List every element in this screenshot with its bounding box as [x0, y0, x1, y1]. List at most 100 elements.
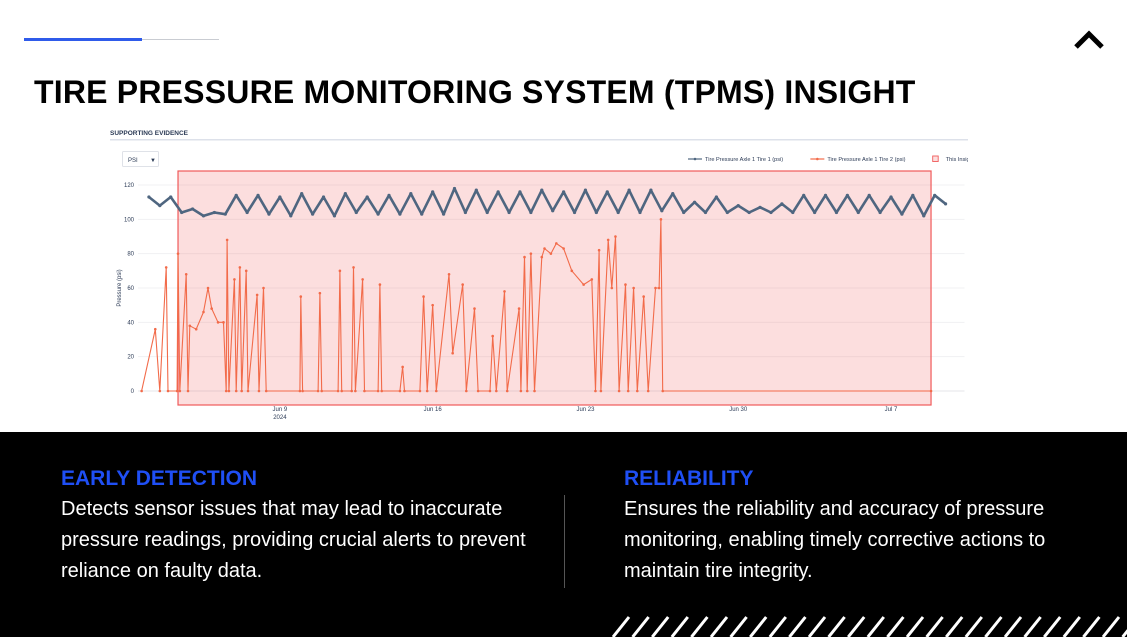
data-point	[452, 186, 457, 191]
data-point	[336, 389, 340, 393]
stripe	[729, 616, 748, 637]
data-point	[431, 190, 435, 194]
series-line	[148, 187, 947, 218]
data-point	[225, 238, 229, 242]
data-point	[178, 389, 182, 393]
data-point	[624, 283, 627, 286]
legend-label[interactable]: This Insight	[946, 157, 968, 163]
header-accent-rule	[24, 38, 142, 41]
data-point	[332, 214, 337, 218]
data-point	[194, 327, 198, 331]
data-point	[376, 389, 380, 393]
data-point	[158, 204, 162, 208]
data-point	[278, 195, 282, 199]
data-point	[649, 188, 653, 192]
unit-select[interactable]: PSI ▼	[122, 151, 159, 167]
data-point	[311, 212, 315, 216]
data-point	[409, 191, 413, 196]
data-point	[594, 389, 597, 393]
data-point	[299, 295, 303, 298]
x-tick-label: Jul 7	[885, 407, 898, 413]
data-point	[525, 389, 529, 393]
data-point	[447, 272, 451, 276]
stripe	[866, 616, 885, 637]
data-point	[264, 389, 268, 393]
series-2	[140, 218, 933, 393]
data-point	[398, 212, 402, 216]
data-point	[791, 210, 795, 215]
data-point	[186, 389, 190, 393]
data-point	[234, 389, 238, 393]
data-point	[911, 193, 915, 197]
chevron-up-icon[interactable]	[1072, 26, 1106, 52]
data-point	[473, 307, 476, 310]
data-point	[398, 389, 402, 393]
data-point	[343, 191, 347, 196]
data-point	[318, 291, 322, 295]
data-point	[549, 252, 553, 255]
data-point	[642, 295, 645, 298]
data-point	[321, 195, 326, 199]
data-point	[758, 205, 762, 209]
data-point	[507, 210, 511, 215]
data-point	[518, 190, 522, 194]
data-point	[245, 210, 249, 215]
data-point	[725, 210, 729, 215]
legend-label[interactable]: Tire Pressure Axle 1 Tire 2 (psi)	[827, 157, 905, 163]
data-point	[256, 193, 260, 197]
stripe	[1062, 616, 1081, 637]
x-tick-label: Jun 23	[576, 407, 595, 413]
data-point	[845, 193, 849, 197]
data-point	[562, 247, 565, 250]
data-point	[692, 200, 697, 204]
data-point	[517, 307, 521, 310]
data-point	[543, 247, 546, 250]
data-point	[616, 210, 620, 215]
data-point	[320, 389, 324, 393]
stripe	[611, 616, 631, 637]
data-point	[169, 195, 173, 199]
data-point	[401, 365, 404, 369]
page-title: TIRE PRESSURE MONITORING SYSTEM (TPMS) I…	[34, 74, 916, 110]
data-point	[224, 389, 228, 393]
y-tick-label: 40	[127, 320, 134, 326]
data-point	[418, 389, 422, 393]
data-point	[301, 389, 304, 393]
x-tick-label: Jun 16	[424, 407, 443, 413]
data-point	[495, 389, 498, 393]
supporting-evidence-chart: SUPPORTING EVIDENCE PSI ▼ Tire Pressure …	[110, 130, 968, 421]
data-point	[354, 210, 358, 215]
unit-select-value: PSI	[128, 158, 138, 164]
stripe	[984, 616, 1003, 637]
y-tick-label: 120	[124, 183, 135, 189]
data-point	[164, 266, 168, 269]
data-point	[147, 195, 151, 199]
data-point	[474, 188, 478, 192]
data-point	[590, 278, 594, 281]
data-point	[233, 278, 236, 281]
section-label: SUPPORTING EVIDENCE	[110, 130, 189, 137]
data-point	[900, 212, 904, 216]
data-point	[834, 210, 839, 215]
card-heading-reliability: RELIABILITY	[624, 467, 754, 490]
data-point	[769, 210, 773, 215]
data-point	[491, 334, 494, 338]
stripe	[690, 616, 709, 637]
data-point	[503, 290, 506, 293]
data-point	[570, 269, 574, 273]
data-point	[714, 195, 719, 199]
stripe	[847, 616, 866, 637]
data-point	[485, 210, 489, 215]
legend-label[interactable]: Tire Pressure Axle 1 Tire 1 (psi)	[705, 157, 783, 163]
data-point	[365, 195, 369, 199]
data-point	[257, 389, 261, 393]
header-rule	[142, 39, 219, 40]
data-point	[175, 389, 179, 393]
data-point	[422, 295, 425, 298]
stripe	[651, 616, 670, 637]
data-point	[188, 324, 192, 328]
stripe	[886, 616, 905, 637]
data-point	[434, 389, 438, 393]
data-point	[166, 389, 170, 393]
data-point	[298, 389, 302, 393]
